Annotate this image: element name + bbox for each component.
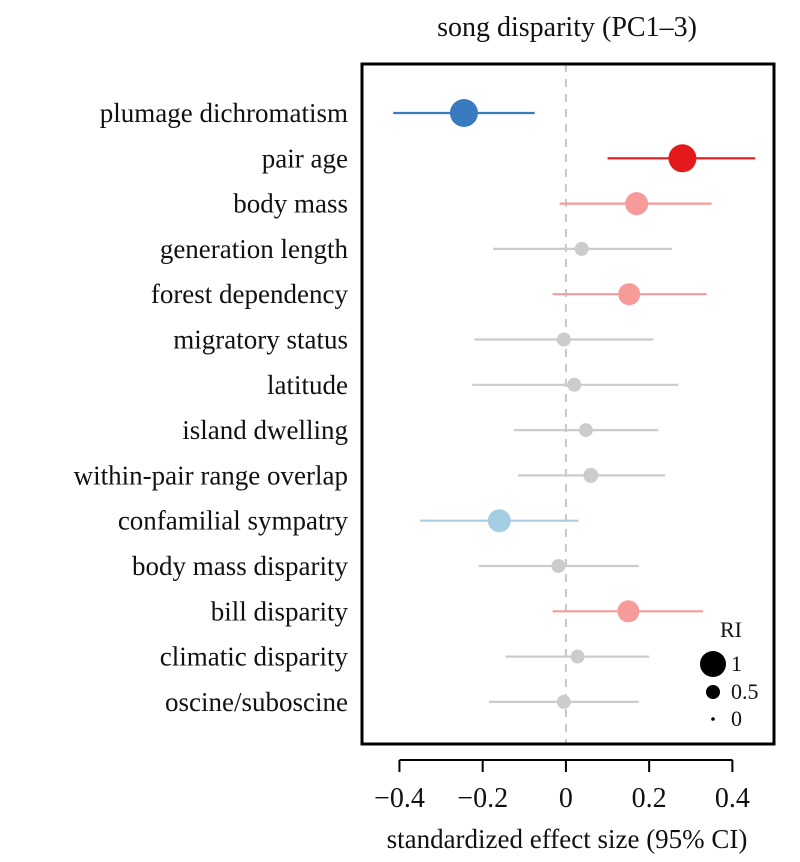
legend-label: 1 xyxy=(731,651,742,676)
legend-label: 0 xyxy=(731,706,742,731)
effect-point xyxy=(583,467,599,483)
effect-point xyxy=(668,144,697,173)
row-label: pair age xyxy=(262,143,348,173)
row-label: confamilial sympatry xyxy=(118,506,349,536)
legend-marker xyxy=(711,717,715,721)
row-label: plumage dichromatism xyxy=(100,98,348,128)
row-label: within-pair range overlap xyxy=(74,460,348,490)
row-label: climatic disparity xyxy=(160,642,349,672)
effect-point xyxy=(567,377,582,392)
effect-point xyxy=(487,509,511,533)
effect-point xyxy=(449,99,478,127)
plot-frame xyxy=(360,62,776,746)
x-tick-label: −0.2 xyxy=(457,783,508,814)
legend-title: RI xyxy=(720,617,742,642)
legend-marker xyxy=(700,651,726,677)
x-axis-label: standardized effect size (95% CI) xyxy=(387,824,748,854)
x-tick-label: −0.4 xyxy=(374,783,425,814)
row-label: bill disparity xyxy=(211,596,349,626)
row-label: oscine/suboscine xyxy=(165,687,348,717)
legend: RI 1 0.50 xyxy=(700,617,759,731)
effect-point xyxy=(574,241,589,256)
x-tick-label: 0 xyxy=(559,783,573,814)
effect-point xyxy=(570,649,585,664)
row-label: migratory status xyxy=(173,325,348,355)
row-label: island dwelling xyxy=(182,415,348,445)
x-tick-label: 0.2 xyxy=(632,783,667,814)
effect-point xyxy=(617,600,640,623)
effect-point xyxy=(551,559,566,573)
effect-point xyxy=(556,332,571,347)
row-label: body mass xyxy=(233,189,348,219)
row-label: body mass disparity xyxy=(132,551,348,581)
effect-point xyxy=(625,192,649,216)
effect-point xyxy=(578,423,593,438)
row-label: forest dependency xyxy=(151,279,349,309)
chart-title: song disparity (PC1–3) xyxy=(437,12,697,43)
effect-point xyxy=(618,283,641,306)
row-label: latitude xyxy=(267,370,348,400)
legend-marker xyxy=(706,685,720,699)
x-tick-label: 0.4 xyxy=(715,783,750,814)
plot-area: plumage dichromatism pair age body mass gen… xyxy=(74,64,756,744)
row-label: generation length xyxy=(160,234,349,264)
effect-point xyxy=(556,694,571,709)
x-axis: −0.4 −0.2 0 0.2 0.4 xyxy=(374,759,750,814)
legend-label: 0.5 xyxy=(731,679,759,704)
